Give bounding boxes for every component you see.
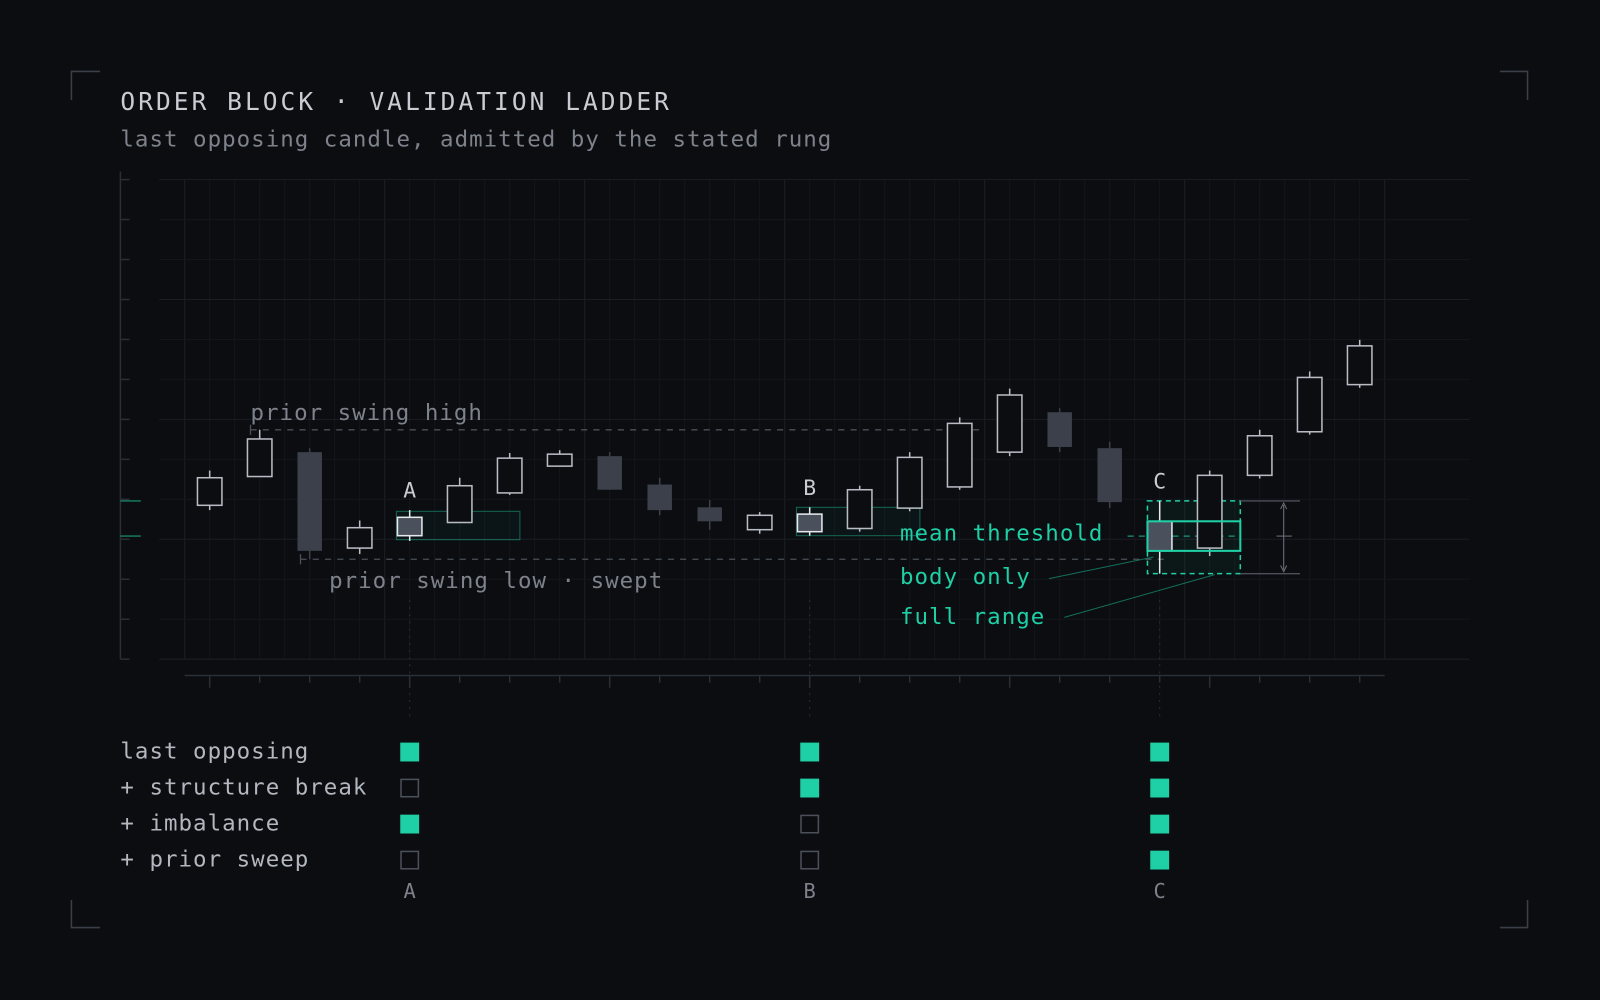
ladder-check xyxy=(1150,850,1170,870)
candle-body xyxy=(196,476,223,507)
ladder-column-label: B xyxy=(804,879,816,903)
leader xyxy=(1064,574,1215,618)
candle-body xyxy=(446,484,473,524)
candle-body xyxy=(746,514,773,531)
ladder-check xyxy=(800,742,820,762)
ladder-row-label: + structure break xyxy=(120,775,367,801)
ladder-check xyxy=(400,814,420,834)
candle-body xyxy=(1346,345,1373,386)
candle-body xyxy=(1246,435,1273,477)
candle-body xyxy=(346,526,373,549)
chart-title: ORDER BLOCK · VALIDATION LADDER xyxy=(120,87,672,116)
ladder-check xyxy=(800,814,820,834)
chart-subtitle: last opposing candle, admitted by the st… xyxy=(120,126,832,152)
ladder-check xyxy=(1150,778,1170,798)
ladder-check xyxy=(400,850,420,870)
ladder-row-label: last opposing xyxy=(120,739,309,765)
candle-body xyxy=(297,452,322,551)
annotation: body only xyxy=(900,564,1031,590)
level-label: prior swing high xyxy=(251,400,483,426)
candle-body xyxy=(846,488,873,530)
candle-body xyxy=(396,516,423,537)
candle-body xyxy=(1146,520,1173,552)
candle-body xyxy=(996,394,1023,453)
candle-body xyxy=(1047,412,1072,447)
candle-body xyxy=(647,484,672,511)
order-block-label: A xyxy=(403,479,416,504)
ladder-check xyxy=(800,850,820,870)
candle-body xyxy=(246,438,273,478)
candle-body xyxy=(1296,376,1323,433)
ladder-check xyxy=(400,778,420,798)
annotation: mean threshold xyxy=(900,521,1103,547)
candle-body xyxy=(496,457,523,494)
candle-body xyxy=(796,513,823,533)
body-only-box xyxy=(1146,520,1242,552)
annotation: full range xyxy=(900,604,1045,630)
candle-body xyxy=(946,422,973,488)
ladder-row-label: + imbalance xyxy=(120,811,280,837)
candle-body xyxy=(597,456,622,490)
ladder-check xyxy=(1150,814,1170,834)
ladder-check xyxy=(400,742,420,762)
ladder-column-label: C xyxy=(1154,879,1166,903)
order-block-label: C xyxy=(1153,470,1166,495)
order-block-label: B xyxy=(803,476,816,501)
candle-body xyxy=(697,507,722,522)
ladder-check xyxy=(800,778,820,798)
candle-body xyxy=(1196,474,1223,549)
ladder-row-label: + prior sweep xyxy=(120,847,309,873)
ladder-check xyxy=(1150,742,1170,762)
corner-brackets xyxy=(70,70,1529,929)
level-label: prior swing low · swept xyxy=(329,568,663,594)
ladder-column-label: A xyxy=(404,879,416,903)
candle-body xyxy=(546,453,573,467)
range-arrow xyxy=(1280,501,1288,573)
leader xyxy=(1048,556,1154,580)
candle-body xyxy=(896,456,923,509)
candle-body xyxy=(1097,448,1122,503)
